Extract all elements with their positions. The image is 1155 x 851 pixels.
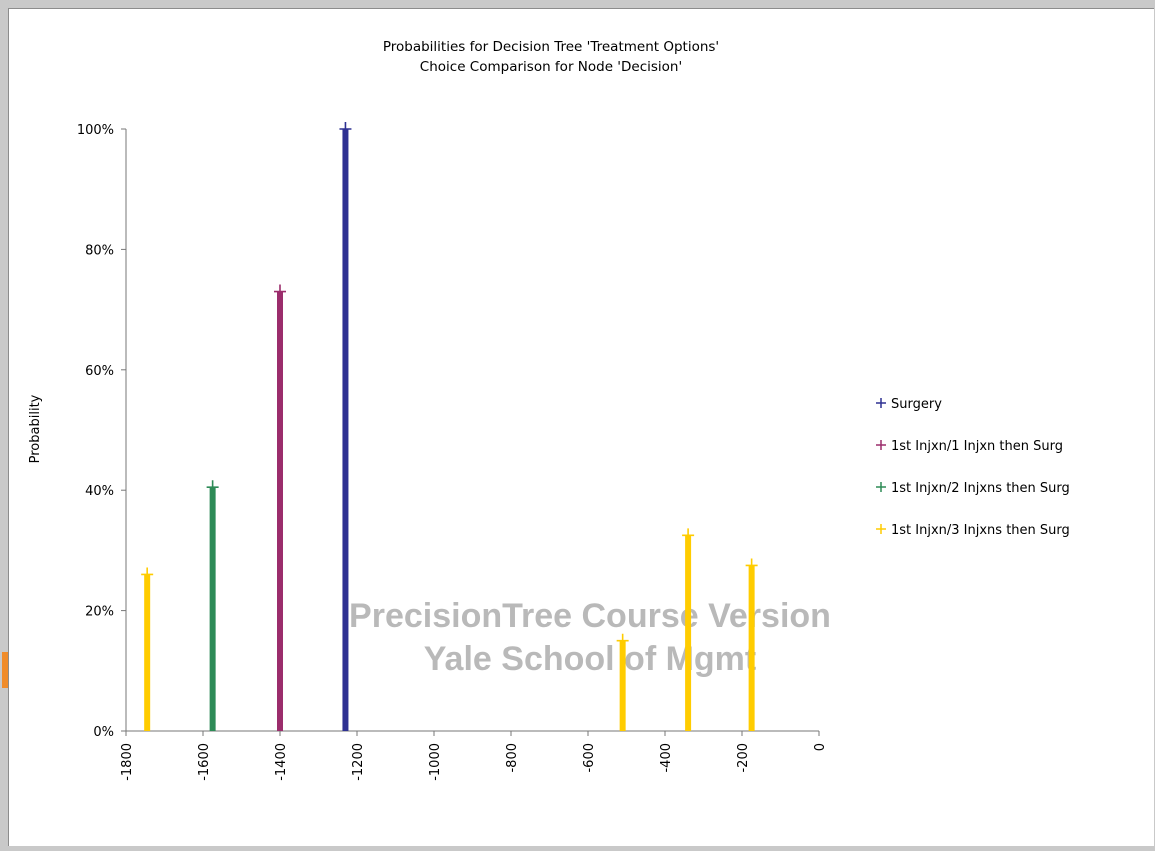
- point-marker-series-4: [682, 528, 695, 542]
- point-marker-series-4: [616, 633, 629, 647]
- bar-series-2: [277, 291, 283, 731]
- legend-marker: [876, 482, 886, 492]
- bar-series-4: [685, 535, 692, 731]
- chart-title: Probabilities for Decision Tree 'Treatme…: [383, 39, 719, 55]
- y-axis-label: Probability: [28, 394, 43, 463]
- chart-titles: Probabilities for Decision Tree 'Treatme…: [383, 39, 719, 75]
- x-tick-label: -1200: [351, 743, 366, 781]
- x-tick-label: -1000: [428, 743, 443, 781]
- legend-label: Surgery: [891, 397, 942, 412]
- bar-series-1: [342, 129, 349, 731]
- y-tick-label: 60%: [85, 364, 114, 379]
- bar-series-3: [209, 487, 216, 731]
- legend-marker: [876, 398, 886, 408]
- data-bars: [141, 122, 758, 731]
- point-marker-series-4: [141, 567, 154, 581]
- x-tick-label: -400: [659, 743, 674, 773]
- bar-series-4: [144, 574, 151, 731]
- frame-edge-marker: [2, 652, 8, 688]
- point-marker-series-2: [274, 284, 286, 298]
- x-tick-labels: -1800 -1600 -1400 -1200 -1000 -800 -600 -400 -20…: [120, 743, 828, 781]
- point-marker-series-4: [745, 558, 758, 572]
- chart-frame: Probabilities for Decision Tree 'Treatme…: [8, 8, 1154, 846]
- chart-subtitle: Choice Comparison for Node 'Decision': [420, 59, 682, 75]
- bar-series-4: [619, 640, 626, 731]
- x-tick-label: 0: [813, 743, 828, 751]
- watermark-line-2: Yale School of Mgmt: [424, 640, 756, 678]
- y-tick-label: 0%: [93, 725, 114, 740]
- x-tick-label: -1800: [120, 743, 135, 781]
- y-tick-label: 40%: [85, 484, 114, 499]
- x-tick-label: -1400: [274, 743, 289, 781]
- y-tick-label: 100%: [77, 123, 114, 138]
- point-marker-series-3: [206, 480, 219, 494]
- y-tick-label: 20%: [85, 605, 114, 620]
- x-tick-label: -1600: [197, 743, 212, 781]
- y-tick-label: 80%: [85, 243, 114, 258]
- x-tick-label: -200: [736, 743, 751, 773]
- watermark-line-1: PrecisionTree Course Version: [349, 597, 831, 635]
- legend-label: 1st Injxn/1 Injxn then Surg: [891, 439, 1063, 454]
- y-tick-labels: 0% 20% 40% 60% 80% 100%: [77, 123, 114, 740]
- bar-series-4: [748, 565, 755, 731]
- legend-marker: [876, 440, 886, 450]
- axes: [121, 128, 820, 736]
- legend: Surgery 1st Injxn/1 Injxn then Surg 1st In…: [876, 397, 1070, 538]
- legend-label: 1st Injxn/2 Injxns then Surg: [891, 481, 1070, 496]
- legend-label: 1st Injxn/3 Injxns then Surg: [891, 523, 1070, 538]
- x-tick-label: -800: [505, 743, 520, 773]
- point-marker-series-1: [339, 122, 352, 135]
- legend-marker: [876, 524, 886, 534]
- chart: Probabilities for Decision Tree 'Treatme…: [28, 39, 1070, 781]
- watermark: PrecisionTree Course Version Yale School…: [349, 597, 831, 678]
- x-tick-label: -600: [582, 743, 597, 773]
